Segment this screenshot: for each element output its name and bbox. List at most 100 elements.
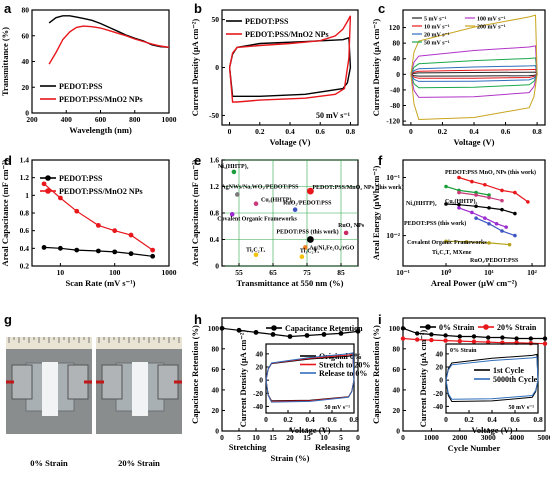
- y-tick-label: -120: [386, 117, 400, 126]
- x-tick-label: 0.2: [464, 415, 474, 424]
- data-point: [443, 333, 448, 338]
- scatter-point: [307, 236, 314, 243]
- data-point: [304, 333, 310, 338]
- data-point: [471, 334, 477, 339]
- data-point: [338, 331, 344, 336]
- data-point: [487, 221, 491, 226]
- point-label: Ag/Ni₃Fe₂O₄/rGO: [309, 245, 354, 251]
- x-tick-label: 0.2: [255, 127, 265, 136]
- x-axis-label: Cycle Number: [448, 443, 501, 453]
- x-axis-label: Wavelength (nm): [69, 125, 132, 135]
- data-point: [429, 332, 434, 337]
- x-tick-label: 1000: [424, 433, 439, 442]
- data-point: [415, 331, 420, 336]
- x-tick-label: 0: [409, 127, 413, 136]
- data-point: [500, 207, 504, 212]
- data-point: [483, 216, 487, 220]
- x-tick-label: 10⁻¹: [396, 268, 410, 277]
- series-label: Cu₃(HHTP)₂: [445, 198, 477, 205]
- x-tick-label: 1000: [162, 268, 177, 277]
- transparent-electrode: [132, 362, 148, 416]
- panel-letter-c: c: [378, 1, 385, 16]
- data-point: [429, 337, 434, 343]
- x-tick-label: 0: [228, 127, 232, 136]
- data-point: [128, 232, 134, 238]
- data-point: [415, 337, 420, 342]
- x-tick-label: 55: [235, 268, 243, 277]
- y-tick-label: 0: [25, 109, 29, 118]
- data-point: [494, 221, 499, 226]
- y-tick-label: 100: [208, 324, 220, 333]
- series-line: [48, 15, 170, 48]
- x-tick-label: 5: [339, 433, 343, 442]
- y-tick-label: 100: [389, 324, 401, 333]
- legend-label: 5000th Cycle: [493, 375, 538, 384]
- data-point: [444, 202, 448, 206]
- legend-label: Stretch to 20%: [319, 361, 370, 370]
- legend-marker: [425, 324, 431, 330]
- data-point: [128, 251, 134, 257]
- legend-label: Capacitance Retention: [285, 324, 363, 333]
- scatter-point: [231, 169, 237, 175]
- x-tick-label: 0.6: [316, 127, 326, 136]
- panel-letter-f: f: [378, 153, 383, 168]
- x-axis-label: Strain (%): [271, 453, 310, 463]
- data-point: [486, 335, 491, 340]
- data-point: [321, 332, 327, 337]
- y-tick-label: -80: [390, 101, 400, 110]
- series-label: Ti₃C₂Tₓ MXene: [432, 250, 472, 256]
- y-tick-label: 0.8: [20, 209, 30, 218]
- y-tick-label: 1.2: [210, 182, 220, 191]
- x-axis-label: Transmittance at 550 nm (%): [236, 278, 343, 288]
- x-axis-label: Areal Power (μW cm⁻²): [431, 278, 517, 288]
- y-axis-label: Current Density (μA cm⁻²): [238, 330, 248, 428]
- inset-label-0-strain: 0% Strain: [450, 348, 477, 354]
- plot-frame: [402, 159, 546, 267]
- y-axis-label: Transmittance (%): [0, 27, 10, 96]
- panel-b: 0 0.2 0.4 0.6 0.8 -50 0 50 Voltage (V) Current De…: [190, 9, 359, 147]
- point-label: RuO₂/PEDOT:PSS: [283, 201, 332, 207]
- inset-cv-loop: [445, 356, 539, 400]
- y-tick-label: 20: [22, 83, 30, 92]
- x-tick-label: 0: [220, 433, 224, 442]
- legend-marker: [271, 325, 277, 331]
- y-tick-label: 40: [393, 54, 401, 63]
- stretching-label: Stretching: [229, 442, 267, 452]
- data-point: [112, 228, 118, 234]
- scatter-point: [303, 245, 308, 250]
- legend-label: 20% Strain: [497, 323, 537, 332]
- x-tick-label: 0.4: [305, 415, 315, 424]
- y-tick-label: -40: [390, 85, 400, 94]
- y-tick-label: 80: [212, 344, 220, 353]
- panel-letter-a: a: [4, 1, 12, 16]
- x-tick-label: 0: [264, 415, 268, 424]
- point-label: Ni₃(HHTP)₂: [218, 163, 249, 170]
- y-tick-label: 1.4: [20, 156, 30, 165]
- data-point: [500, 335, 505, 340]
- y-tick-label: -20: [433, 389, 443, 398]
- data-point: [474, 204, 478, 209]
- point-label: AgNWs/Na,WO₃/PEDOT:PSS: [221, 184, 299, 190]
- legend-label: 50 mV s⁻¹: [424, 41, 450, 47]
- legend-label: PEDOT:PSS: [59, 82, 103, 91]
- y-tick-label: 0.4: [20, 244, 30, 253]
- panel-letter-e: e: [194, 153, 201, 168]
- y-axis-label: Current Density (μA cm⁻²): [371, 19, 381, 117]
- x-tick-label: 2000: [452, 433, 467, 442]
- scatter-point: [307, 187, 314, 195]
- data-point: [471, 339, 477, 344]
- scatter-point: [253, 252, 259, 258]
- data-point: [486, 339, 491, 345]
- data-point: [474, 193, 478, 197]
- x-tick-label: 15: [303, 433, 311, 442]
- legend-label: 10 mV s⁻¹: [424, 25, 450, 31]
- y-tick-label: 20: [212, 406, 220, 415]
- x-axis-label: Voltage (V): [472, 425, 513, 435]
- x-tick-label: 0.6: [510, 415, 520, 424]
- panel-letter-d: d: [4, 153, 12, 168]
- y-tick-label: 0.2: [20, 262, 30, 271]
- plot-frame: [402, 317, 546, 432]
- data-point: [457, 338, 462, 344]
- legend-label: 100 mV s⁻¹: [477, 17, 506, 23]
- x-tick-label: 4000: [509, 433, 524, 442]
